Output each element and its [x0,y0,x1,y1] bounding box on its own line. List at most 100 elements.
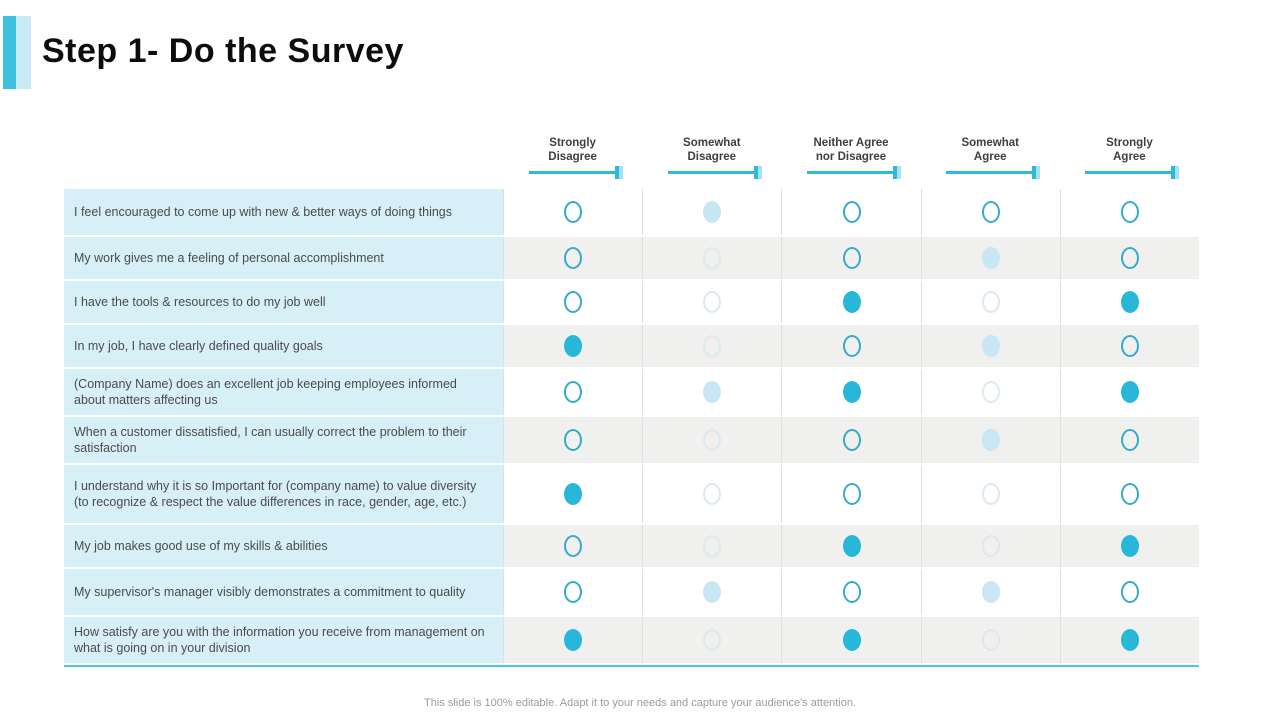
radio-button[interactable] [842,381,861,403]
answer-cell [920,617,1060,663]
radio-button[interactable] [1120,381,1139,403]
answer-cell [781,617,921,663]
radio-button[interactable] [981,629,1000,651]
radio-button[interactable] [1120,429,1139,451]
radio-button[interactable] [1120,483,1139,505]
radio-button[interactable] [1120,201,1139,223]
table-row: I have the tools & resources to do my jo… [64,281,1200,323]
radio-button[interactable] [842,291,861,313]
radio-button[interactable] [842,581,861,603]
answer-cell [920,237,1060,279]
radio-button[interactable] [564,247,583,269]
answer-cell [642,237,782,279]
answer-cell [642,465,782,523]
question-cell: My supervisor's manager visibly demonstr… [64,569,503,615]
radio-button[interactable] [842,535,861,557]
radio-button[interactable] [1120,535,1139,557]
table-row: My supervisor's manager visibly demonstr… [64,569,1200,615]
answer-cell [503,617,643,663]
radio-button[interactable] [703,535,722,557]
radio-button[interactable] [842,335,861,357]
answer-cell [920,369,1060,415]
answer-cell [642,417,782,463]
radio-button[interactable] [1120,581,1139,603]
radio-button[interactable] [842,483,861,505]
radio-button[interactable] [703,291,722,313]
answer-cell [920,281,1060,323]
table-body: I feel encouraged to come up with new & … [64,189,1200,663]
answer-cell [1059,617,1200,663]
radio-button[interactable] [1120,247,1139,269]
radio-button[interactable] [564,291,583,313]
answer-cell [1059,237,1200,279]
table-row: (Company Name) does an excellent job kee… [64,369,1200,415]
radio-button[interactable] [703,381,722,403]
header-underline [946,166,1041,179]
answer-cell [920,525,1060,567]
answer-cell [1059,369,1200,415]
radio-button[interactable] [842,201,861,223]
radio-button[interactable] [981,429,1000,451]
answer-cell [1059,325,1200,367]
question-cell: I understand why it is so Important for … [64,465,503,523]
radio-button[interactable] [703,429,722,451]
answer-cell [642,369,782,415]
radio-button[interactable] [1120,291,1139,313]
radio-button[interactable] [981,247,1000,269]
radio-button[interactable] [564,535,583,557]
radio-button[interactable] [564,381,583,403]
radio-button[interactable] [703,483,722,505]
radio-button[interactable] [564,429,583,451]
slide-title: Step 1- Do the Survey [42,32,404,70]
answer-cell [781,237,921,279]
radio-button[interactable] [1120,335,1139,357]
radio-button[interactable] [703,581,722,603]
radio-button[interactable] [564,483,583,505]
question-cell: My work gives me a feeling of personal a… [64,237,503,279]
radio-button[interactable] [1120,629,1139,651]
column-header: Somewhat Disagree [642,136,781,179]
answer-cell [503,417,643,463]
radio-button[interactable] [981,483,1000,505]
answer-cell [920,189,1060,235]
radio-button[interactable] [981,581,1000,603]
title-accent-bar-light [16,16,31,89]
answer-cell [920,417,1060,463]
answer-cell [1059,525,1200,567]
radio-button[interactable] [981,291,1000,313]
column-header-label: Strongly Agree [1106,137,1153,163]
header-underline [1085,166,1180,179]
radio-button[interactable] [842,247,861,269]
question-cell: My job makes good use of my skills & abi… [64,525,503,567]
radio-button[interactable] [564,629,583,651]
radio-button[interactable] [842,629,861,651]
answer-cell [781,281,921,323]
radio-button[interactable] [981,335,1000,357]
radio-button[interactable] [703,629,722,651]
question-cell: I have the tools & resources to do my jo… [64,281,503,323]
radio-button[interactable] [564,335,583,357]
answer-cell [642,617,782,663]
radio-button[interactable] [703,247,722,269]
radio-button[interactable] [981,535,1000,557]
column-header-label: Strongly Disagree [548,137,597,163]
radio-button[interactable] [564,201,583,223]
question-cell: How satisfy are you with the information… [64,617,503,663]
header-underline [667,166,762,179]
answer-cell [642,189,782,235]
radio-button[interactable] [703,201,722,223]
answer-cell [1059,417,1200,463]
radio-button[interactable] [703,335,722,357]
question-cell: (Company Name) does an excellent job kee… [64,369,503,415]
column-header: Strongly Disagree [503,136,642,179]
footer-note: This slide is 100% editable. Adapt it to… [424,697,856,709]
answer-cell [1059,189,1200,235]
answer-cell [781,465,921,523]
radio-button[interactable] [981,201,1000,223]
radio-button[interactable] [564,581,583,603]
radio-button[interactable] [842,429,861,451]
table-row: I feel encouraged to come up with new & … [64,189,1200,235]
question-column-spacer [64,136,503,174]
table-row: I understand why it is so Important for … [64,465,1200,523]
radio-button[interactable] [981,381,1000,403]
